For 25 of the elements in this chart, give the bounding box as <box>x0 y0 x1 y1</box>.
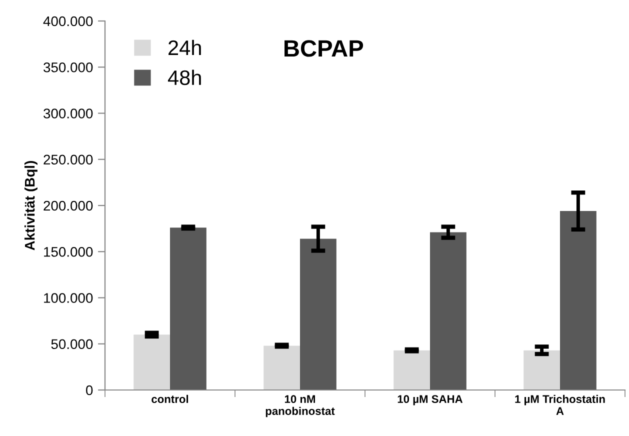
bar <box>134 334 170 390</box>
y-tick-label: 400.000 <box>43 16 93 26</box>
x-tick-label: 1 µM Trichostatin A <box>515 394 605 415</box>
bar <box>560 211 596 390</box>
y-tick-label: 200.000 <box>44 200 93 211</box>
y-tick-label: 100.000 <box>44 293 93 303</box>
bar <box>170 228 206 390</box>
y-tick-label: 250.000 <box>44 154 93 165</box>
legend-label: 48h <box>168 70 201 86</box>
x-tick-label: 10 nM panobinostat <box>266 395 335 418</box>
bar <box>300 238 336 390</box>
y-tick-label: 350.000 <box>44 62 93 72</box>
y-tick-label: 0 <box>86 385 93 396</box>
bar <box>394 350 430 390</box>
text: BCPAP <box>284 40 364 57</box>
bar <box>430 232 466 390</box>
bar <box>264 346 300 390</box>
x-tick-label: 10 µM SAHA <box>398 395 463 406</box>
y-tick-label: 50.000 <box>51 339 93 350</box>
y-tick-label: 300.000 <box>44 108 93 118</box>
legend-label: 24h <box>168 40 201 55</box>
y-tick-label: 150.000 <box>44 246 93 257</box>
bar <box>524 350 560 390</box>
y-axis-title: Aktivität (Bql) <box>24 161 38 250</box>
x-tick-label: control <box>152 394 188 404</box>
